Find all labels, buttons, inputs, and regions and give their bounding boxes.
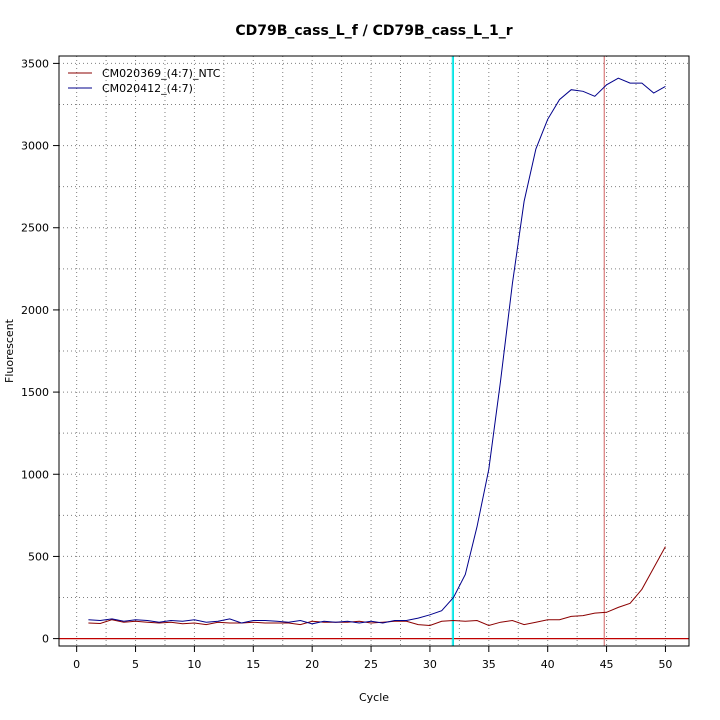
y-axis-label: Fluorescent: [3, 318, 16, 383]
x-tick-label: 50: [658, 658, 672, 671]
y-tick-label: 2500: [21, 222, 49, 235]
chart-title: CD79B_cass_L_f / CD79B_cass_L_1_r: [235, 23, 512, 39]
series-line-ntc: [88, 546, 666, 627]
legend-label-sample: CM020412_(4:7): [102, 82, 193, 95]
x-tick-label: 25: [364, 658, 378, 671]
legend-label-ntc: CM020369_(4:7)_NTC: [102, 67, 221, 80]
x-tick-label: 20: [305, 658, 319, 671]
x-tick-label: 45: [600, 658, 614, 671]
legend: CM020369_(4:7)_NTC CM020412_(4:7): [68, 67, 221, 95]
x-tick-label: 40: [541, 658, 555, 671]
series-lines: [88, 77, 666, 627]
y-tick-label: 3500: [21, 57, 49, 70]
x-axis-label: Cycle: [359, 691, 389, 704]
x-tick-label: 15: [246, 658, 260, 671]
y-axis: 0 500 1000 1500 2000 2500 3000 3500: [21, 57, 59, 646]
y-tick-label: 1000: [21, 468, 49, 481]
x-tick-label: 5: [132, 658, 139, 671]
x-tick-label: 30: [423, 658, 437, 671]
x-tick-label: 10: [187, 658, 201, 671]
y-tick-label: 0: [42, 633, 49, 646]
grid: [59, 56, 689, 646]
vertical-markers: [59, 56, 689, 646]
y-tick-label: 3000: [21, 140, 49, 153]
x-tick-label: 0: [73, 658, 80, 671]
x-axis: 0 5 10 15 20 25 30 35 40 45 50: [73, 646, 672, 671]
series-line-sample: [88, 77, 666, 625]
y-tick-label: 1500: [21, 386, 49, 399]
y-tick-label: 500: [28, 550, 49, 563]
x-tick-label: 35: [482, 658, 496, 671]
plot-frame: [58, 55, 690, 647]
y-tick-label: 2000: [21, 304, 49, 317]
